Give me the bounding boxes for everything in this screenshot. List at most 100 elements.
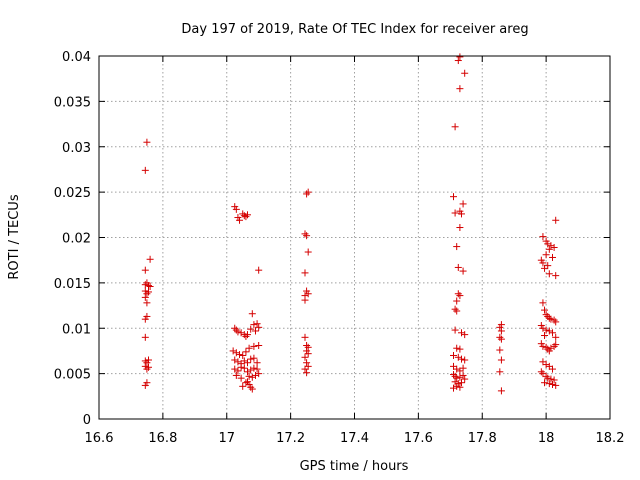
data-point [549, 381, 557, 389]
data-point [542, 361, 550, 369]
y-tick-label: 0.04 [62, 50, 91, 65]
x-tick-label: 17.6 [404, 431, 433, 446]
data-point [542, 311, 550, 319]
x-tick-label: 18.2 [596, 431, 625, 446]
data-point [231, 324, 239, 332]
data-point [146, 283, 154, 291]
data-point [301, 296, 309, 304]
data-point [242, 332, 250, 340]
data-point [255, 323, 263, 331]
data-point [141, 333, 149, 341]
data-point [456, 85, 464, 93]
data-point [231, 356, 239, 364]
data-point [232, 205, 240, 213]
data-point [454, 57, 462, 65]
data-point [248, 373, 256, 381]
data-point [250, 321, 258, 329]
data-point [304, 248, 312, 256]
data-point [141, 293, 149, 301]
data-point [497, 387, 505, 395]
data-point [236, 351, 244, 359]
data-point [456, 345, 464, 353]
data-point [301, 365, 309, 373]
x-tick-label: 17 [218, 431, 235, 446]
data-point [247, 366, 255, 374]
data-point [552, 216, 560, 224]
data-point [450, 371, 458, 379]
data-point [141, 166, 149, 174]
data-point [550, 243, 558, 251]
data-point [453, 382, 461, 390]
data-point [541, 306, 549, 314]
data-point [242, 348, 250, 356]
data-point [145, 282, 153, 290]
data-point [542, 372, 550, 380]
data-point [145, 288, 153, 296]
data-point [453, 365, 461, 373]
data-point [250, 364, 258, 372]
data-point [245, 344, 253, 352]
data-point [240, 364, 248, 372]
data-point [550, 376, 558, 384]
data-point [244, 211, 252, 219]
data-point [552, 333, 560, 341]
data-point [539, 324, 547, 332]
data-point [250, 342, 258, 350]
data-point [232, 371, 240, 379]
data-point [454, 263, 462, 271]
data-point [239, 351, 247, 359]
data-point [234, 367, 242, 375]
data-point [459, 267, 467, 275]
data-point [547, 242, 555, 250]
data-point [237, 374, 245, 382]
data-point [141, 381, 149, 389]
y-tick-label: 0.03 [62, 141, 91, 156]
data-point [248, 310, 256, 318]
data-point [255, 370, 263, 378]
data-point [456, 383, 464, 391]
data-point [454, 290, 462, 298]
data-point [545, 347, 553, 355]
data-point [544, 374, 552, 382]
x-tick-label: 16.8 [148, 431, 177, 446]
data-point [240, 357, 248, 365]
data-point [552, 381, 560, 389]
data-point [550, 316, 558, 324]
x-tick-label: 16.6 [85, 431, 114, 446]
data-point [497, 335, 505, 343]
data-point [549, 253, 557, 261]
data-point [454, 353, 462, 361]
data-point [143, 290, 151, 298]
data-point [303, 369, 311, 377]
data-point [229, 347, 237, 355]
data-point [244, 378, 252, 386]
data-point [461, 331, 469, 339]
data-point [549, 329, 557, 337]
data-point [537, 368, 545, 376]
data-point [451, 326, 459, 334]
data-point [496, 323, 504, 331]
data-point [141, 281, 149, 289]
x-tick-label: 17.4 [340, 431, 369, 446]
x-tick-label: 18 [538, 431, 555, 446]
x-tick-labels: 16.6 16.8 17 17.2 17.4 17.6 17.8 18 18.2 [85, 431, 625, 446]
data-point [550, 342, 558, 350]
data-point [459, 364, 467, 372]
data-point [461, 375, 469, 383]
data-point [545, 245, 553, 253]
data-point [301, 353, 309, 361]
data-point [143, 365, 151, 373]
y-tick-label: 0.01 [62, 322, 91, 337]
data-point [247, 383, 255, 391]
data-point [237, 363, 245, 371]
data-point [251, 371, 259, 379]
data-point [245, 372, 253, 380]
y-tick-label: 0.02 [62, 232, 91, 247]
data-point [251, 327, 259, 335]
data-point [497, 356, 505, 364]
data-point [457, 329, 465, 337]
data-point [461, 356, 469, 364]
data-point [542, 326, 550, 334]
y-tick-label: 0.025 [54, 186, 91, 201]
